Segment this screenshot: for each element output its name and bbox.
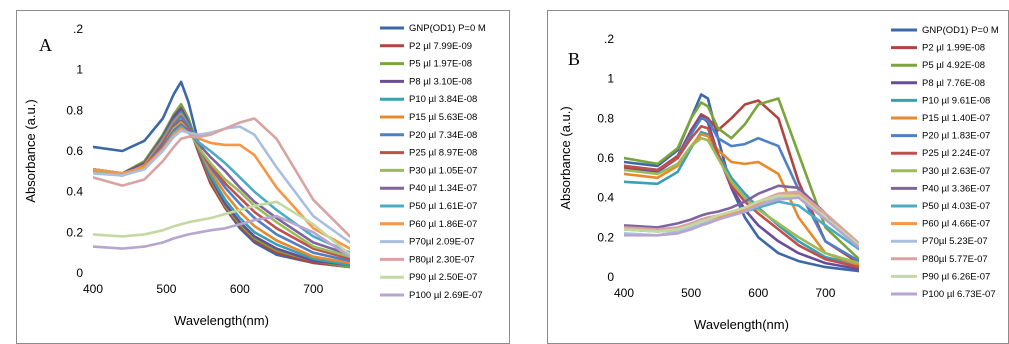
x-tick-label: 700 (303, 282, 323, 296)
series-line-2 (624, 97, 859, 261)
legend-entry: P30 µl 2.63E-07 (922, 166, 990, 177)
legend-entry: P50 µl 1.61E-07 (409, 201, 477, 212)
legend-entry: P25 µl 2.24E-07 (922, 148, 990, 159)
series-line-5 (624, 132, 859, 267)
legend-entry: P40 µl 1.34E-07 (409, 183, 477, 194)
x-axis-label: Wavelength(nm) (694, 317, 789, 332)
y-axis-label: Absorbance (a.u.) (23, 99, 38, 202)
y-tick-label: 0.8 (66, 103, 83, 117)
legend-entry: P100 µl 2.69E-07 (409, 290, 483, 301)
y-tick-label: 1 (76, 63, 83, 77)
legend-entry: P25 µl 8.97E-08 (409, 148, 477, 159)
y-tick-label: 0 (607, 270, 614, 284)
legend-entry: P8 µl 3.10E-08 (409, 76, 472, 87)
series-line-7 (624, 125, 859, 269)
x-tick-label: 500 (681, 286, 701, 300)
legend-entry: P60 µl 4.66E-07 (922, 219, 990, 230)
legend-entry: P90 µl 6.26E-07 (922, 271, 990, 282)
legend-entry: P70µl 5.23E-07 (922, 236, 988, 247)
y-tick-label: 0.2 (597, 230, 614, 244)
y-tick-label: .2 (73, 22, 83, 36)
legend-entry: P15 µl 5.63E-08 (409, 112, 477, 123)
y-tick-label: 0.6 (66, 144, 83, 158)
legend: GNP(OD1) P=0 M P2 µl 1.99E-08 P5 µl 4.92E-… (891, 25, 999, 300)
chart-panel-b: 0 0.2 0.4 0.6 0.8 1 .2 400 500 600 700 Wavelength(n… (547, 10, 1009, 344)
chart-a-svg: 0 0.2 0.4 0.6 0.8 1 .2 400 500 600 700 Wavelength(n… (23, 22, 486, 328)
legend-entry: P5 µl 1.97E-08 (409, 59, 472, 70)
series-line-12 (93, 125, 350, 244)
legend-entry: GNP(OD1) P=0 M (409, 23, 486, 34)
panel-letter: A (39, 35, 52, 55)
x-tick-label: 400 (614, 286, 634, 300)
series-line-15 (624, 196, 859, 249)
legend-entry: P80µl 2.30E-07 (409, 254, 475, 265)
series-line-11 (93, 127, 350, 250)
x-tick-label: 400 (83, 282, 103, 296)
legend-entry: P8 µl 7.76E-08 (922, 78, 985, 89)
legend-entry: P40 µl 3.36E-07 (922, 183, 990, 194)
series-line-14 (624, 194, 859, 247)
x-axis-label: Wavelength(nm) (174, 313, 269, 328)
x-tick-label: 700 (815, 286, 835, 300)
series-line-15 (93, 214, 350, 258)
y-tick-label: 0.6 (597, 151, 614, 165)
y-axis-label: Absorbance (a.u.) (558, 106, 573, 209)
chart-panel-a: 0 0.2 0.4 0.6 0.8 1 .2 400 500 600 700 Wavelength(n… (16, 10, 510, 344)
x-tick-label: 600 (748, 286, 768, 300)
legend-entry: P2 µl 7.99E-09 (409, 41, 472, 52)
series-line-4 (624, 130, 859, 267)
legend-entry: P20 µl 7.34E-08 (409, 130, 477, 141)
y-tick-label: 1 (607, 72, 614, 86)
y-tick-label: .2 (604, 32, 614, 46)
legend-entry: P30 µl 1.05E-07 (409, 165, 477, 176)
chart-b-svg: 0 0.2 0.4 0.6 0.8 1 .2 400 500 600 700 Wavelength(n… (558, 25, 999, 332)
series-line-14 (93, 200, 350, 256)
legend-entry: P5 µl 4.92E-08 (922, 60, 985, 71)
y-tick-label: 0.4 (597, 191, 614, 205)
x-tick-label: 600 (230, 282, 250, 296)
x-tick-label: 500 (156, 282, 176, 296)
legend-entry: P20 µl 1.83E-07 (922, 131, 990, 142)
legend-entry: P10 µl 3.84E-08 (409, 94, 477, 105)
legend-entry: P100 µl 6.73E-07 (922, 289, 996, 300)
y-tick-label: 0.8 (597, 111, 614, 125)
legend-entry: P70µl 2.09E-07 (409, 237, 475, 248)
series-lines (624, 93, 859, 273)
legend: GNP(OD1) P=0 M P2 µl 7.99E-09 P5 µl 1.97E-… (380, 23, 486, 301)
series-line-13 (93, 117, 350, 238)
y-tick-label: 0 (76, 266, 83, 280)
series-line-8 (624, 136, 859, 265)
series-line-9 (624, 184, 859, 249)
panel-letter: B (568, 49, 580, 69)
legend-entry: P2 µl 1.99E-08 (922, 43, 985, 54)
legend-entry: P90 µl 2.50E-07 (409, 272, 477, 283)
y-tick-label: 0.4 (66, 185, 83, 199)
legend-entry: P60 µl 1.86E-07 (409, 219, 477, 230)
series-lines (93, 80, 350, 269)
legend-entry: GNP(OD1) P=0 M (922, 25, 999, 36)
legend-entry: P80µl 5.77E-07 (922, 254, 988, 265)
legend-entry: P15 µl 1.40E-07 (922, 113, 990, 124)
legend-entry: P50 µl 4.03E-07 (922, 201, 990, 212)
legend-entry: P10 µl 9.61E-08 (922, 95, 990, 106)
y-tick-label: 0.2 (66, 225, 83, 239)
